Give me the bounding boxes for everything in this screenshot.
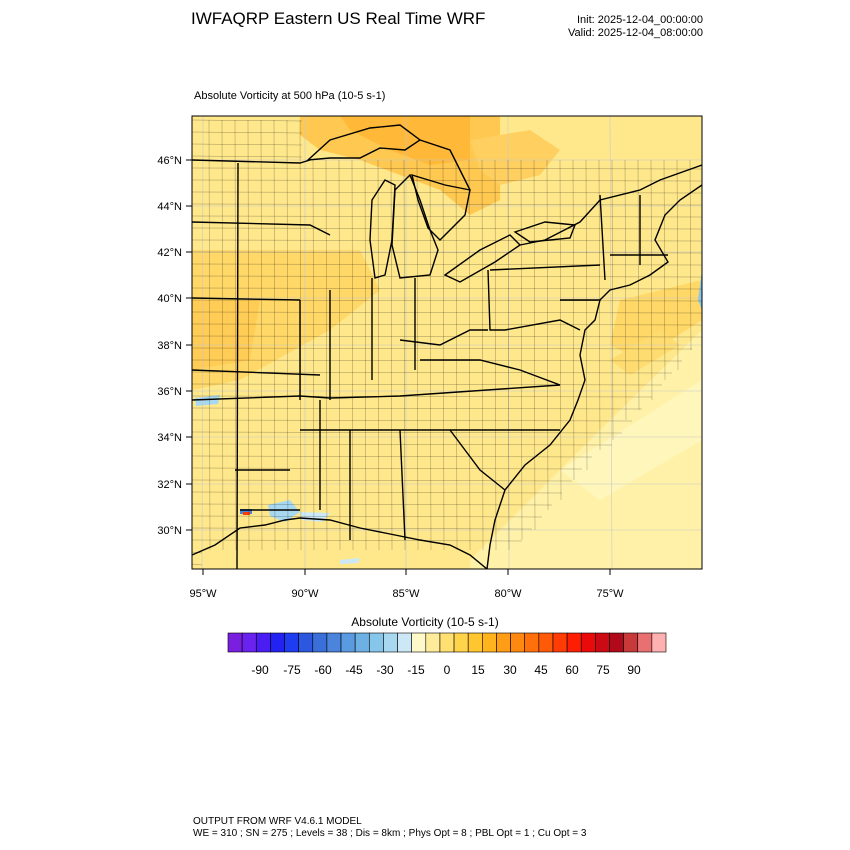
lat-label: 30°N: [157, 525, 182, 537]
vorticity-field: [192, 116, 702, 569]
colorbar-swatch: [326, 632, 342, 653]
colorbar-swatch: [270, 632, 285, 653]
colorbar-swatch: [439, 632, 455, 653]
county-lines: [192, 119, 702, 566]
lon-label: 75°W: [596, 588, 624, 600]
footer-model: OUTPUT FROM WRF V4.6.1 MODEL: [193, 816, 362, 827]
lon-label: 90°W: [291, 588, 319, 600]
colorbar-label: -15: [407, 663, 425, 677]
colorbar-swatch: [227, 632, 243, 653]
colorbar-label: -45: [345, 663, 363, 677]
gulf-coast: [192, 517, 488, 569]
lat-label: 34°N: [157, 432, 182, 444]
field-pos-patch: [243, 512, 250, 515]
lon-label: 95°W: [189, 588, 217, 600]
colorbar-swatch: [383, 632, 398, 653]
lon-labels: 95°W 90°W 85°W 80°W 75°W: [189, 588, 624, 600]
field-ocean-light: [470, 330, 702, 569]
colorbar-swatch: [623, 632, 639, 653]
colorbar-swatch: [637, 632, 653, 653]
colorbar-swatch: [241, 632, 257, 653]
colorbar-label: 15: [471, 663, 485, 677]
colorbar-swatch: [284, 632, 299, 653]
lake-huron: [411, 173, 471, 241]
colorbar: [227, 632, 667, 653]
valid-time: Valid: 2025-12-04_08:00:00: [568, 27, 703, 39]
field-neg-patch-5: [340, 558, 360, 564]
colorbar-swatch: [580, 632, 596, 653]
colorbar-swatch: [411, 632, 427, 653]
colorbar-swatch: [340, 632, 356, 653]
lake-superior: [305, 124, 422, 161]
colorbar-swatch: [538, 632, 554, 653]
colorbar-swatch: [312, 632, 328, 653]
colorbar-swatch: [453, 632, 469, 653]
county-grid-path: [192, 119, 702, 566]
lon-label: 80°W: [494, 588, 522, 600]
field-title: Absolute Vorticity at 500 hPa (10-5 s-1): [194, 90, 386, 102]
colorbar-swatch: [482, 632, 497, 653]
colorbar-swatch: [524, 632, 540, 653]
colorbar-label: -30: [376, 663, 394, 677]
field-west-core: [192, 300, 260, 370]
map-frame: [191, 115, 703, 570]
colorbar-swatch: [510, 632, 526, 653]
colorbar-swatch: [595, 632, 610, 653]
colorbar-swatch: [354, 632, 370, 653]
field-north-east: [470, 130, 560, 185]
colorbar-swatch: [425, 632, 441, 653]
colorbar-swatch: [467, 632, 483, 653]
field-offshore-band-2: [610, 330, 680, 375]
colorbar-label: 0: [444, 663, 451, 677]
colorbar-swatch: [609, 632, 624, 653]
field-offshore-band: [610, 280, 702, 360]
axis-ticks: [186, 159, 611, 575]
colorbar-label: -60: [314, 663, 332, 677]
state-boundaries: [192, 124, 702, 569]
field-neg-patch-6: [698, 270, 702, 310]
lat-label: 44°N: [157, 201, 182, 213]
colorbar-swatch: [255, 632, 271, 653]
colorbar-labels: -90 -75 -60 -45 -30 -15 0 15 30 45 60 75…: [251, 663, 641, 677]
main-title: IWFAQRP Eastern US Real Time WRF: [191, 9, 486, 28]
colorbar-swatch: [298, 632, 314, 653]
colorbar-swatch: [566, 632, 582, 653]
lat-label: 40°N: [157, 293, 182, 305]
colorbar-label: -75: [283, 663, 301, 677]
colorbar-label: 30: [503, 663, 517, 677]
init-time: Init: 2025-12-04_00:00:00: [577, 14, 703, 26]
lat-label: 32°N: [157, 479, 182, 491]
lat-label: 42°N: [157, 247, 182, 259]
field-ocean-lighter: [560, 380, 702, 500]
colorbar-label: 45: [534, 663, 548, 677]
footer-config: WE = 310 ; SN = 275 ; Levels = 38 ; Dis …: [193, 828, 587, 839]
field-neg-patch-2: [268, 500, 300, 522]
colorbar-swatch: [397, 632, 412, 653]
lat-labels: 46°N 44°N 42°N 40°N 38°N 36°N 34°N 32°N …: [157, 155, 182, 537]
colorbar-label: 75: [596, 663, 610, 677]
field-neg-patch-1: [195, 395, 220, 406]
lat-label: 46°N: [157, 155, 182, 167]
lat-label: 38°N: [157, 340, 182, 352]
colorbar-label: 90: [627, 663, 641, 677]
colorbar-title: Absolute Vorticity (10-5 s-1): [351, 615, 499, 629]
atlantic-coast: [486, 184, 702, 569]
colorbar-label: -90: [251, 663, 269, 677]
colorbar-label: 60: [565, 663, 579, 677]
lake-ontario: [513, 221, 576, 243]
lake-michigan: [369, 179, 396, 279]
lat-label: 36°N: [157, 386, 182, 398]
colorbar-swatch: [496, 632, 511, 653]
colorbar-swatch: [651, 632, 667, 653]
colorbar-swatch: [368, 632, 384, 653]
colorbar-swatch: [552, 632, 568, 653]
lon-label: 85°W: [392, 588, 420, 600]
